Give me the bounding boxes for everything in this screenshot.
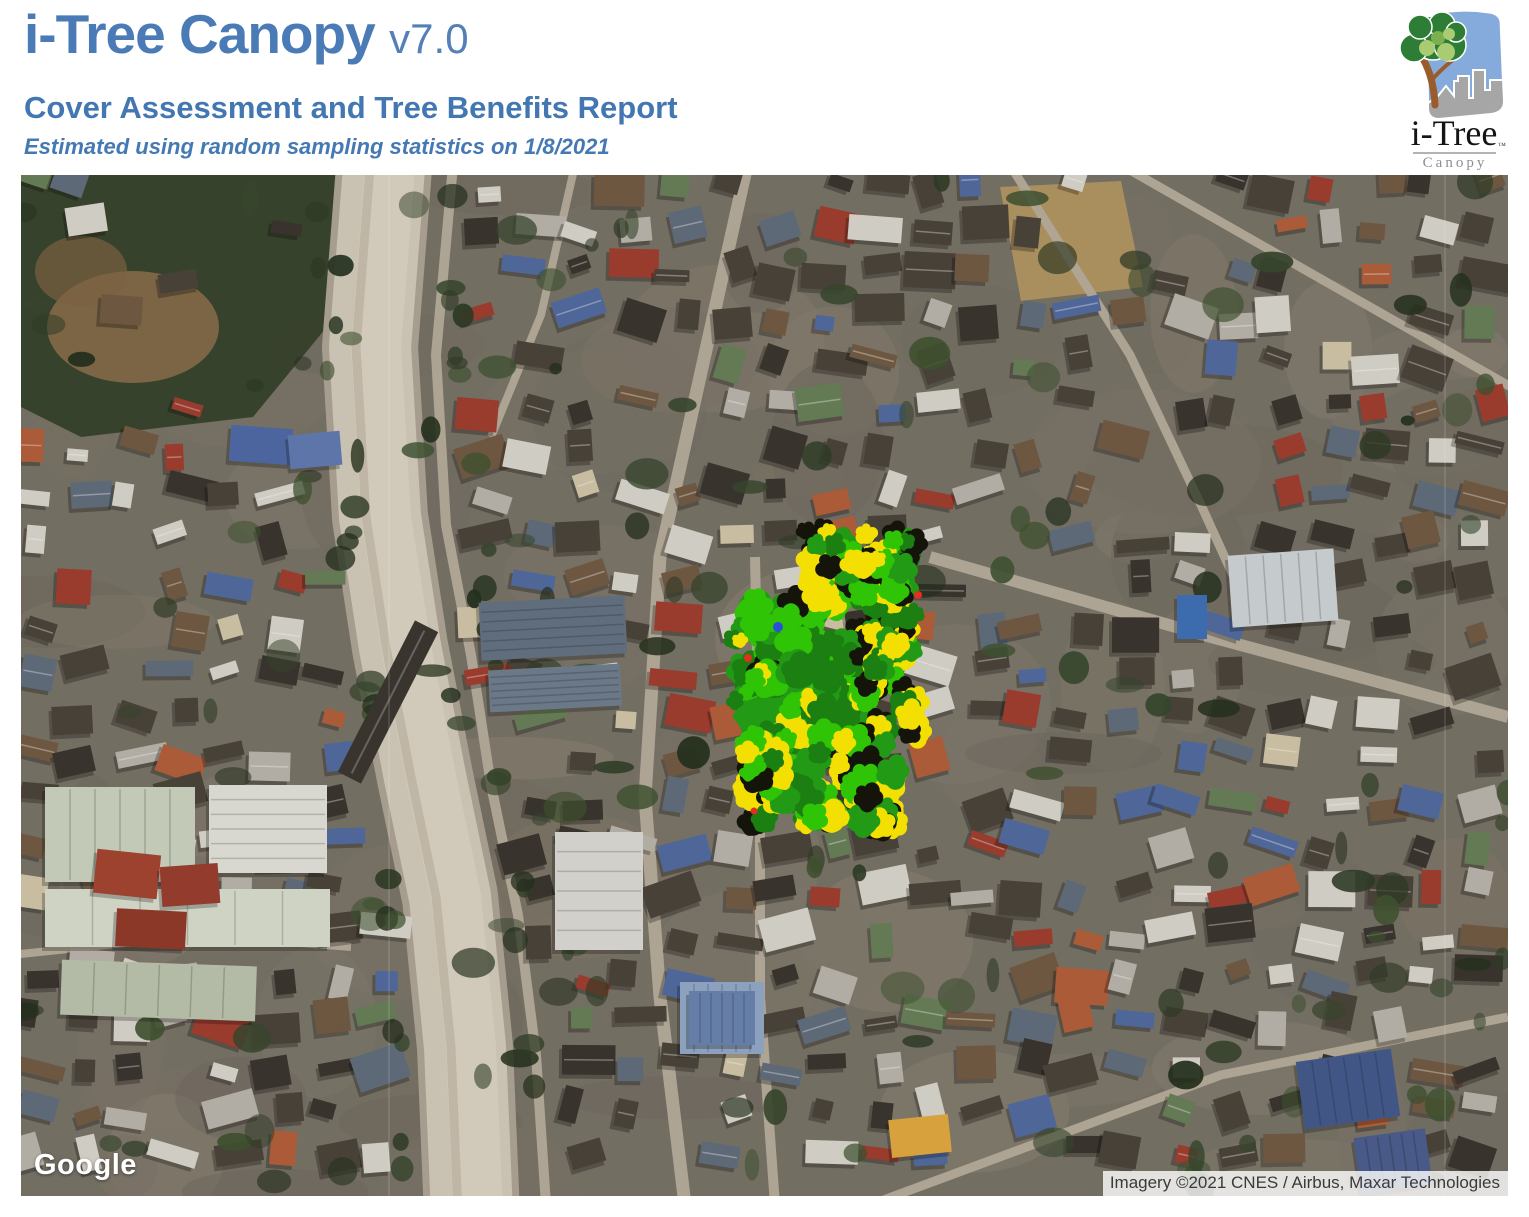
logo-brand-text: i-Tree <box>1411 113 1498 153</box>
city-skyline-icon <box>1427 69 1506 121</box>
report-subtitle: Cover Assessment and Tree Benefits Repor… <box>24 90 678 125</box>
logo-tm-mark: ™ <box>1498 141 1506 150</box>
satellite-imagery <box>21 175 1508 1196</box>
report-header: i-Tree Canopy v7.0 Cover Assessment and … <box>24 0 678 160</box>
page-title-row: i-Tree Canopy v7.0 <box>24 2 678 81</box>
tree-icon <box>1399 11 1467 109</box>
page-title: i-Tree Canopy <box>24 3 376 65</box>
map-attribution: Imagery ©2021 CNES / Airbus, Maxar Techn… <box>1102 1171 1508 1196</box>
google-watermark[interactable]: Google <box>34 1149 137 1181</box>
canopy-point-cluster <box>723 518 933 842</box>
report-note: Estimated using random sampling statisti… <box>24 134 610 159</box>
logo-product-text: Canopy <box>1423 155 1488 170</box>
itree-logo-graphic: i-Tree ™ Canopy <box>1399 9 1506 171</box>
river <box>322 175 520 1196</box>
itree-logo: i-Tree ™ Canopy <box>1397 4 1513 171</box>
satellite-map[interactable]: Google Imagery ©2021 CNES / Airbus, Maxa… <box>21 175 1508 1196</box>
landmark-buildings <box>42 424 1433 1196</box>
version-label: v7.0 <box>389 15 469 62</box>
